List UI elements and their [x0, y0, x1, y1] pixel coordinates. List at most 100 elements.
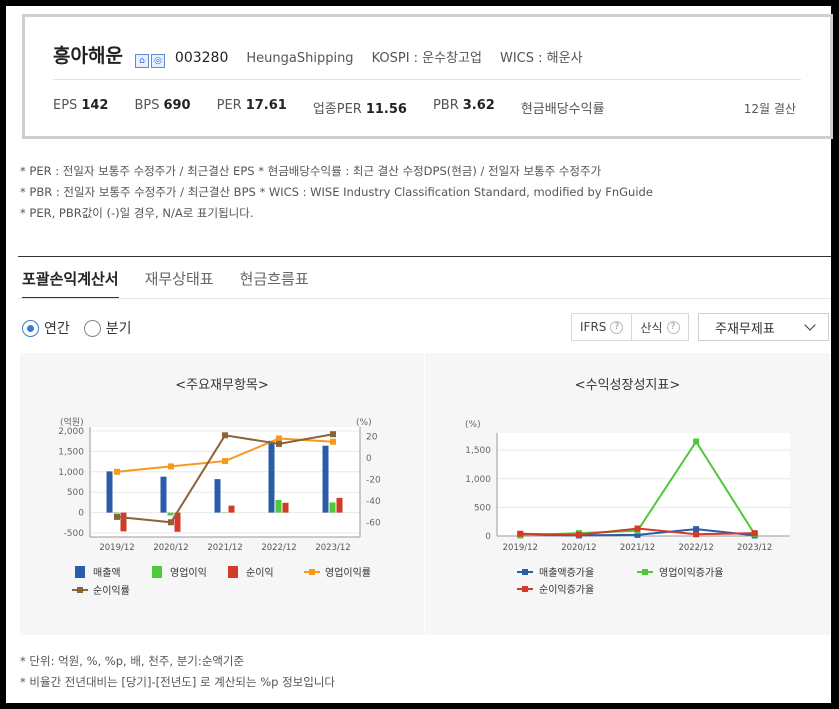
y-left-tick-label: 500: [67, 488, 84, 498]
growth-indicators-panel: <수익성장성지표> 1,500 1,000 500 0 (%) 2019/12 2020/1…: [425, 353, 830, 635]
point-순이익률: [330, 431, 336, 438]
period-selector: 연간 분기: [22, 318, 132, 338]
point-영업이익률: [114, 468, 120, 475]
x-tick-label: 2020/12: [153, 543, 188, 553]
note-line: * PER, PBR값이 (-)일 경우, N/A로 표기됩니다.: [20, 206, 254, 220]
point-순이익증가율: [634, 525, 641, 532]
bar-영업이익: [275, 499, 282, 513]
y-tick-label: 500: [474, 503, 491, 513]
chevron-down-icon: [804, 318, 816, 331]
tab-cash-flow[interactable]: 현금흐름표: [239, 270, 309, 288]
bar-영업이익: [113, 512, 120, 514]
bar-매출액: [322, 445, 329, 513]
settlement-label: 12월 결산: [743, 102, 796, 116]
x-tick-label: 2022/12: [678, 543, 713, 553]
bar-영업이익: [167, 512, 174, 516]
x-tick-label: 2020/12: [561, 543, 596, 553]
legend-label: 매출액: [93, 567, 121, 579]
metrics-row: EPS 142 BPS 690 PER 17.61 업종PER 11.56 PBR 3.6…: [53, 98, 609, 117]
y-left-tick-label: 1,500: [58, 447, 84, 457]
bar-순이익: [120, 512, 127, 532]
bar-영업이익: [329, 502, 336, 513]
metric-industry-per: 업종PER 11.56: [312, 102, 407, 117]
window-frame-left: [0, 0, 6, 709]
legend-swatch: [522, 569, 528, 575]
legend-label: 영업이익률: [325, 566, 371, 579]
point-순이익증가율: [751, 530, 758, 537]
help-icon[interactable]: ?: [666, 320, 680, 334]
plot-area: [90, 427, 360, 537]
point-순이익증가율: [575, 531, 582, 538]
y-right-tick-label: -20: [366, 475, 381, 485]
x-tick-label: 2021/12: [207, 543, 242, 553]
bar-순이익: [174, 512, 181, 532]
tab-balance-sheet[interactable]: 재무상태표: [144, 270, 214, 288]
y-tick-label: 1,500: [465, 446, 491, 456]
window-frame-top: [0, 0, 839, 6]
y-right-tick-label: 0: [366, 454, 372, 464]
ifrs-label: IFRS: [580, 320, 607, 334]
financial-items-title: <주요재무항목>: [175, 378, 269, 393]
point-영업이익률: [276, 435, 282, 442]
tabs-underline: [18, 298, 831, 299]
y-right-tick-label: -40: [366, 497, 381, 507]
bar-매출액: [268, 440, 275, 513]
tab-income-statement[interactable]: 포괄손익계산서: [22, 268, 119, 299]
statement-type-value: 주재무제표: [715, 321, 775, 337]
legend-label: 순이익: [246, 567, 274, 579]
radio-annual[interactable]: 연간: [22, 318, 70, 338]
legend-swatch: [309, 569, 315, 575]
bar-매출액: [160, 476, 167, 513]
x-tick-label: 2023/12: [737, 543, 772, 553]
x-tick-label: 2022/12: [261, 543, 296, 553]
y-right-axis-label: (%): [356, 418, 372, 428]
y-left-tick-label: 1,000: [58, 468, 84, 478]
statement-tabs: 포괄손익계산서 재무상태표 현금흐름표: [22, 268, 335, 299]
financial-items-panel: <주요재무항목> 2,000 1,500 1,000 500 0 -500 20 0 -20 -4…: [20, 353, 424, 635]
point-영업이익률: [222, 458, 228, 465]
ifrs-button[interactable]: IFRS ?: [572, 314, 631, 340]
company-summary-box: 흥아해운 ⌂ ◎ 003280 HeungaShipping KOSPI : 운…: [22, 14, 833, 139]
y-right-tick-label: 20: [366, 432, 378, 442]
legend-label: 영업이익: [170, 566, 207, 579]
bar-순이익: [336, 497, 343, 513]
y-left-tick-label: 2,000: [58, 427, 84, 437]
statement-type-select[interactable]: 주재무제표: [698, 313, 829, 341]
point-순이익률: [276, 440, 282, 447]
legend-swatch: [75, 566, 85, 578]
window-frame-bottom: [0, 703, 839, 709]
legend-label: 순이익증가율: [539, 584, 594, 596]
bar-매출액: [214, 479, 221, 513]
radio-annual-circle[interactable]: [22, 319, 39, 337]
globe-icon[interactable]: ◎: [150, 54, 165, 68]
point-순이익률: [168, 519, 174, 526]
radio-annual-label: 연간: [44, 321, 70, 337]
x-tick-label: 2019/12: [503, 543, 538, 553]
metric-dividend-yield: 현금배당수익률: [520, 102, 605, 117]
y-left-axis-label: (억원): [60, 416, 84, 428]
legend-label: 순이익률: [93, 585, 130, 597]
home-icon[interactable]: ⌂: [134, 54, 149, 68]
y-tick-label: 1,000: [465, 475, 491, 485]
company-english-name: HeungaShipping: [246, 51, 354, 66]
legend-label: 매출액증가율: [539, 567, 594, 579]
help-icon[interactable]: ?: [610, 320, 624, 334]
bar-영업이익: [221, 512, 228, 514]
company-links: ⌂ ◎: [134, 54, 165, 68]
note-line: * PBR : 전일자 보통주 수정주가 / 최근결산 BPS * WICS :…: [20, 185, 653, 199]
section-divider: [18, 256, 831, 257]
growth-indicators-chart: 1,500 1,000 500 0 (%) 2019/12 2020/12 2021/12 20…: [465, 420, 790, 596]
radio-quarter-circle[interactable]: [83, 319, 101, 337]
growth-indicators-title: <수익성장성지표>: [574, 378, 681, 393]
y-axis-label: (%): [465, 420, 481, 430]
x-tick-label: 2023/12: [315, 543, 350, 553]
company-name: 흥아해운: [53, 45, 123, 67]
company-wics: WICS : 해운사: [499, 51, 583, 66]
y-left-tick-label: 0: [78, 509, 84, 519]
radio-quarter[interactable]: 분기: [83, 318, 132, 338]
formula-button[interactable]: 산식 ?: [631, 314, 687, 340]
point-매출액증가율: [634, 531, 641, 538]
bar-순이익: [228, 505, 235, 513]
legend-swatch: [152, 566, 162, 578]
bar-순이익: [282, 502, 289, 513]
